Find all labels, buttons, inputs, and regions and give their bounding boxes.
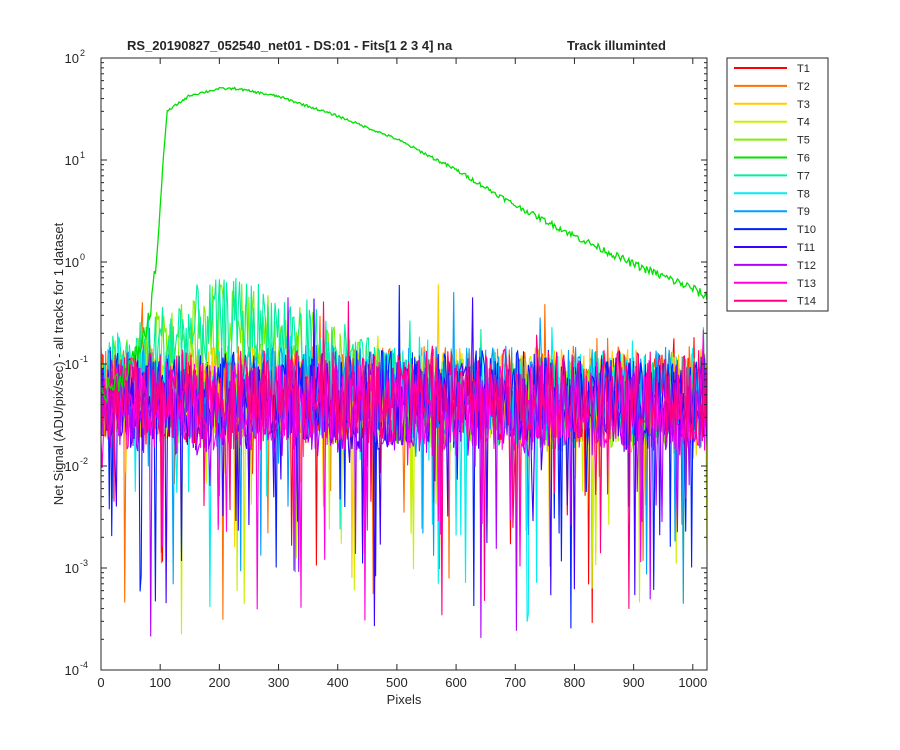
x-tick-label: 400 bbox=[327, 675, 349, 690]
legend-label-t4: T4 bbox=[797, 117, 810, 129]
series-line-t14 bbox=[101, 301, 707, 616]
y-tick-label: 10 bbox=[65, 153, 79, 168]
x-tick-label: 900 bbox=[623, 675, 645, 690]
x-axis-label: Pixels bbox=[387, 692, 422, 707]
y-tick-label: 10 bbox=[65, 357, 79, 372]
series-line-t6 bbox=[101, 86, 707, 404]
legend-label-t6: T6 bbox=[797, 153, 810, 165]
y-tick-label: 10 bbox=[65, 255, 79, 270]
legend-label-t5: T5 bbox=[797, 135, 810, 147]
x-axis: 0 100 200 300 400 500 600 700 800 900 1000 bbox=[97, 58, 707, 690]
legend-label-t14: T14 bbox=[797, 296, 816, 308]
legend-label-t11: T11 bbox=[797, 242, 815, 254]
legend-label-t8: T8 bbox=[797, 188, 810, 200]
y-tick-label: 10 bbox=[65, 459, 79, 474]
y-tick-exponent: 2 bbox=[80, 48, 85, 58]
y-tick-exponent: -2 bbox=[80, 456, 88, 466]
y-tick-exponent: 0 bbox=[80, 252, 85, 262]
plot-lines bbox=[101, 86, 707, 638]
x-tick-label: 0 bbox=[97, 675, 104, 690]
legend-label-t13: T13 bbox=[797, 278, 816, 290]
x-tick-label: 200 bbox=[209, 675, 231, 690]
legend-label-t9: T9 bbox=[797, 206, 810, 218]
legend-label-t3: T3 bbox=[797, 99, 810, 111]
x-tick-label: 1000 bbox=[678, 675, 707, 690]
y-tick-label: 10 bbox=[65, 663, 79, 678]
y-tick-exponent: -1 bbox=[80, 354, 88, 364]
legend-label-t1: T1 bbox=[797, 63, 810, 75]
y-tick-exponent: 1 bbox=[80, 150, 85, 160]
legend-label-t10: T10 bbox=[797, 224, 816, 236]
y-axis-label: Net Signal (ADU/pix/sec) - all tracks fo… bbox=[51, 222, 66, 505]
chart-title-right: Track illuminted bbox=[567, 38, 666, 53]
x-tick-label: 600 bbox=[445, 675, 467, 690]
x-tick-label: 100 bbox=[149, 675, 171, 690]
legend-label-t7: T7 bbox=[797, 170, 810, 182]
y-tick-exponent: -4 bbox=[80, 660, 88, 670]
legend-label-t2: T2 bbox=[797, 81, 810, 93]
legend: T1 T2 T3 T4 T5 T6 T7 T8 T9 T10 T11 T12 T13 T14 bbox=[726, 57, 829, 312]
x-tick-label: 300 bbox=[268, 675, 290, 690]
chart-title: RS_20190827_052540_net01 - DS:01 - Fits[… bbox=[127, 38, 453, 53]
y-tick-exponent: -3 bbox=[80, 558, 88, 568]
y-tick-label: 10 bbox=[65, 51, 79, 66]
legend-label-t12: T12 bbox=[797, 260, 816, 272]
y-tick-label: 10 bbox=[65, 561, 79, 576]
x-tick-label: 700 bbox=[504, 675, 526, 690]
legend-box bbox=[726, 57, 829, 312]
x-tick-label: 500 bbox=[386, 675, 408, 690]
x-tick-label: 800 bbox=[564, 675, 586, 690]
